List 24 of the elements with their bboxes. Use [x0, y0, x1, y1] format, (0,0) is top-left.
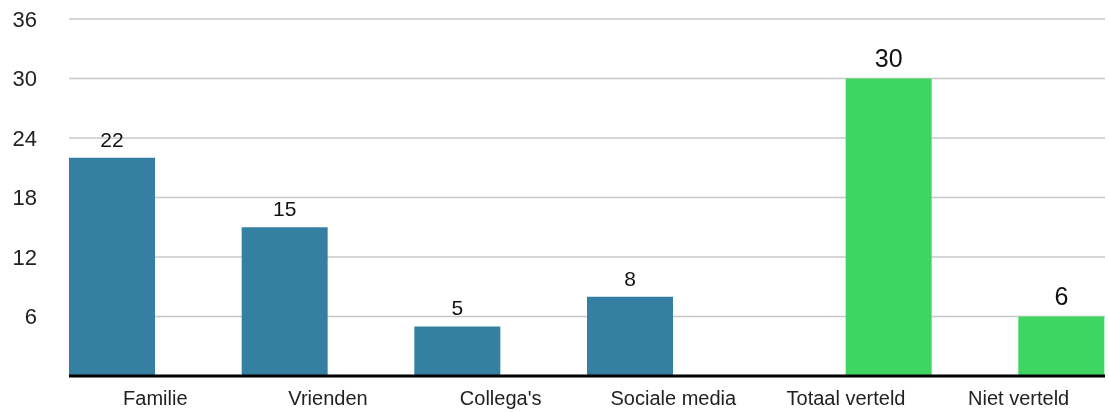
bar: [241, 227, 328, 376]
bar: [414, 326, 501, 376]
x-tick-label: Niet verteld: [968, 387, 1070, 410]
x-tick-label: Totaal verteld: [786, 387, 906, 410]
bar: [1018, 316, 1105, 376]
y-tick-label: 6: [24, 304, 37, 330]
bar: [587, 296, 673, 376]
data-label: 15: [272, 197, 297, 221]
x-tick-label: Sociale media: [610, 387, 738, 410]
data-label: 6: [1054, 281, 1069, 310]
y-tick-label: 30: [12, 66, 37, 92]
data-label: 8: [624, 266, 636, 290]
x-tick-label: Familie: [123, 387, 188, 410]
data-label: 5: [451, 296, 464, 320]
bar: [845, 78, 932, 376]
data-label: 30: [874, 43, 903, 72]
data-label: 22: [100, 127, 124, 151]
y-tick-label: 36: [12, 6, 37, 32]
y-tick-label: 12: [12, 244, 37, 270]
y-tick-label: 24: [12, 125, 37, 151]
y-tick-label: 18: [12, 185, 37, 211]
x-tick-label: Vrienden: [288, 387, 368, 410]
bar: [69, 157, 155, 376]
x-tick-label: Collega's: [459, 387, 542, 410]
